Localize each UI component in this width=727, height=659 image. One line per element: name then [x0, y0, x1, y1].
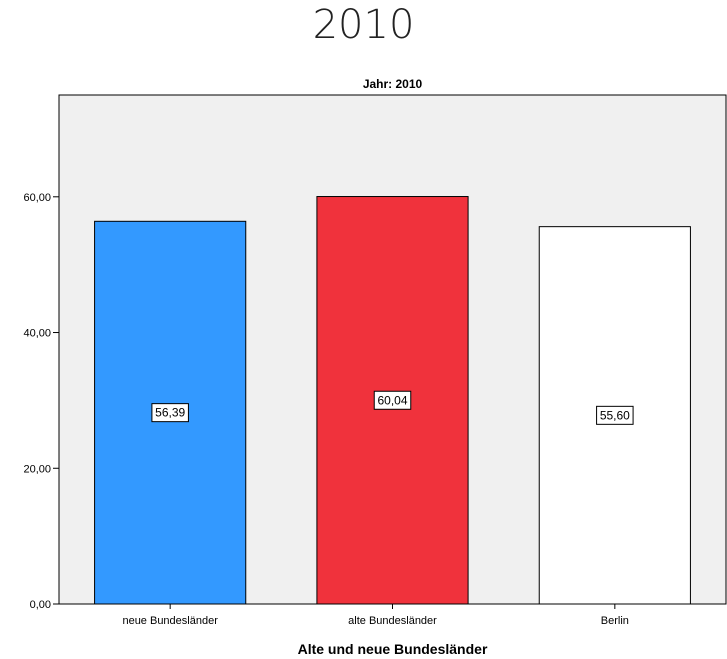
panel-title: Jahr: 2010	[363, 77, 423, 91]
data-label: 60,04	[377, 393, 407, 407]
x-axis: neue Bundesländer alte Bundesländer Berlin	[122, 604, 629, 627]
data-label-box	[373, 390, 412, 410]
y-tick-label: 40,00	[23, 328, 51, 340]
x-tick-label: alte Bundesländer	[348, 615, 437, 627]
x-tick-label: neue Bundesländer	[122, 615, 218, 627]
x-tick-label: Berlin	[601, 615, 629, 627]
y-tick-label: 60,00	[23, 192, 51, 204]
x-axis-title: Alte und neue Bundesländer	[298, 641, 488, 657]
data-label: 55,60	[600, 408, 630, 422]
y-tick-label: 20,00	[23, 463, 51, 475]
y-tick-label: 0,00	[30, 599, 51, 611]
page-title: 2010	[312, 2, 415, 48]
bars: 56,39 60,04 55,60	[94, 196, 691, 605]
y-axis: 0,00 20,00 40,00 60,00	[23, 192, 59, 611]
data-label-box	[596, 405, 634, 425]
data-label-box	[151, 403, 189, 423]
data-label: 56,39	[155, 406, 185, 420]
